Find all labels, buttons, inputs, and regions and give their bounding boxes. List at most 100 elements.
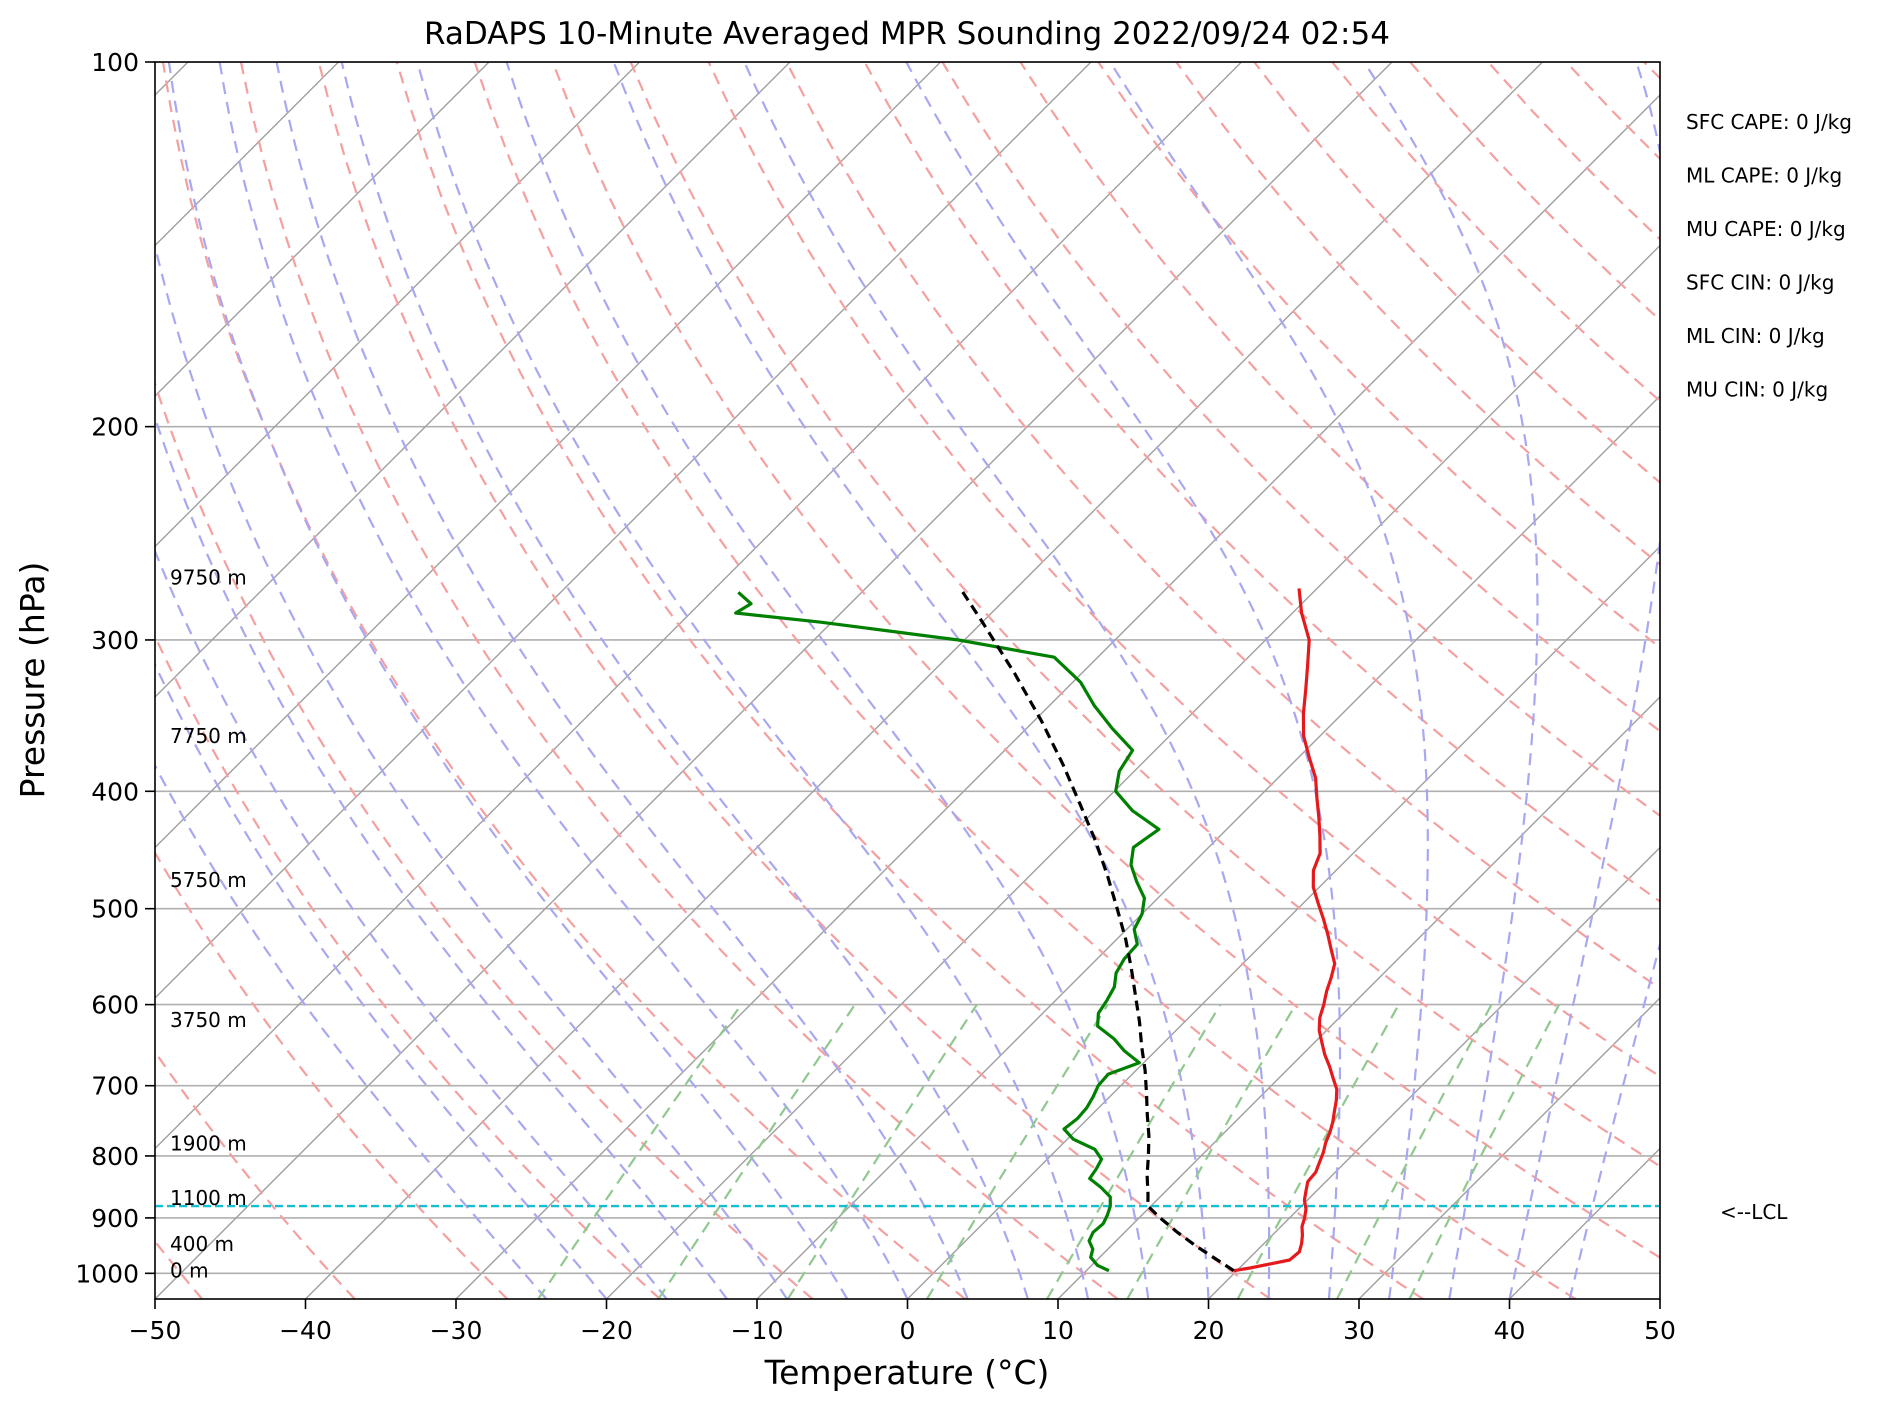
plot-background bbox=[155, 62, 1660, 1299]
isotherm-line bbox=[1208, 846, 1660, 1299]
mixing-ratio-line bbox=[786, 1003, 978, 1299]
isotherm-line bbox=[455, 94, 1660, 1299]
x-tick-label: −20 bbox=[580, 1316, 633, 1345]
height-label: 5750 m bbox=[170, 868, 247, 892]
x-tick-label: 0 bbox=[900, 1316, 916, 1345]
dry-adiabat-line bbox=[863, 62, 1660, 903]
dewpoint-profile-line bbox=[734, 591, 1161, 1273]
y-axis-label: Pressure (hPa) bbox=[13, 562, 52, 799]
moist-adiabat-line bbox=[155, 662, 608, 1299]
isotherm-line bbox=[155, 62, 1092, 999]
index-label: ML CIN: 0 J/kg bbox=[1686, 324, 1825, 348]
isotherm-line bbox=[155, 62, 490, 397]
x-tick-label: 20 bbox=[1193, 1316, 1225, 1345]
isotherm-line bbox=[155, 62, 1393, 1299]
x-tick-label: −10 bbox=[731, 1316, 784, 1345]
y-tick-label: 200 bbox=[91, 413, 139, 442]
dry-adiabat-line bbox=[551, 62, 1660, 1259]
moist-adiabat-line bbox=[167, 62, 849, 1299]
isotherm-line bbox=[606, 244, 1660, 1299]
y-tick-label: 500 bbox=[91, 895, 139, 924]
dry-adiabat-line bbox=[1643, 62, 1660, 80]
x-tick-label: −40 bbox=[279, 1316, 332, 1345]
index-label: ML CAPE: 0 J/kg bbox=[1686, 164, 1842, 188]
dry-adiabat-line bbox=[317, 62, 1272, 1299]
x-tick-label: −50 bbox=[129, 1316, 182, 1345]
height-label: 400 m bbox=[170, 1232, 234, 1256]
isotherm-line bbox=[1358, 997, 1660, 1299]
dry-adiabat-line bbox=[1097, 62, 1660, 649]
mixing-ratio-line bbox=[1236, 1004, 1400, 1299]
y-tick-label: 1000 bbox=[75, 1259, 139, 1288]
x-axis: −50 −40 −30 −20 −10 0 10 20 30 40 50 bbox=[129, 1299, 1676, 1345]
isotherm-line bbox=[1659, 1298, 1660, 1299]
isotherm-line bbox=[155, 62, 640, 548]
y-tick-label: 400 bbox=[91, 777, 139, 806]
dry-adiabat-line bbox=[1722, 62, 1882, 1299]
height-label: 1900 m bbox=[170, 1132, 247, 1156]
mixing-ratio-line bbox=[1126, 1004, 1297, 1299]
mixing-ratio-line bbox=[925, 1004, 1109, 1299]
dry-adiabat-line bbox=[473, 62, 1577, 1299]
moist-adiabat-line bbox=[1109, 62, 1429, 1299]
dry-adiabat-line bbox=[161, 62, 966, 1299]
moist-adiabat-line bbox=[1363, 62, 1539, 1299]
isotherm-line bbox=[155, 62, 791, 698]
height-label: 3750 m bbox=[170, 1008, 247, 1032]
height-label: 7750 m bbox=[170, 724, 247, 748]
indices-panel: SFC CAPE: 0 J/kg ML CAPE: 0 J/kg MU CAPE: … bbox=[1686, 110, 1852, 402]
mixing-ratio-line bbox=[1046, 1004, 1222, 1299]
moist-adiabat-line bbox=[1508, 62, 1660, 1299]
dry-adiabat-line bbox=[155, 633, 661, 1299]
moist-adiabat-line bbox=[416, 62, 1090, 1299]
moist-adiabat-line bbox=[905, 62, 1342, 1299]
y-tick-label: 700 bbox=[91, 1072, 139, 1101]
moist-adiabat-line bbox=[218, 62, 909, 1299]
dry-adiabat-line bbox=[1019, 62, 1660, 733]
height-labels: 9750 m 7750 m 5750 m 3750 m 1900 m 1100 m 400 … bbox=[170, 566, 247, 1283]
mixing-ratio-line bbox=[1336, 1004, 1493, 1299]
parcel-profile-line bbox=[959, 587, 1235, 1273]
series-group bbox=[734, 587, 1339, 1273]
index-label: MU CAPE: 0 J/kg bbox=[1686, 217, 1846, 241]
x-tick-label: 10 bbox=[1042, 1316, 1074, 1345]
lcl-label: <--LCL bbox=[1720, 1200, 1788, 1224]
moist-adiabat-line bbox=[155, 241, 789, 1299]
x-axis-label: Temperature (°C) bbox=[764, 1353, 1050, 1392]
moist-adiabat-line bbox=[340, 62, 1029, 1299]
x-tick-label: 30 bbox=[1343, 1316, 1375, 1345]
moist-adiabat-line bbox=[1568, 939, 1660, 1299]
x-tick-label: 40 bbox=[1494, 1316, 1526, 1345]
y-tick-label: 100 bbox=[91, 48, 139, 77]
moist-adiabat-line bbox=[743, 62, 1271, 1299]
dry-adiabat-line bbox=[239, 62, 1119, 1299]
moist-adiabat-line bbox=[155, 414, 728, 1299]
moist-adiabat-line bbox=[612, 62, 1210, 1299]
lcl-group: <--LCL bbox=[155, 1200, 1788, 1224]
index-label: SFC CAPE: 0 J/kg bbox=[1686, 110, 1852, 134]
height-label: 9750 m bbox=[170, 566, 247, 590]
chart-title: RaDAPS 10-Minute Averaged MPR Sounding 2… bbox=[424, 16, 1390, 52]
temperature-profile-line bbox=[1233, 588, 1339, 1273]
x-tick-label: −30 bbox=[430, 1316, 483, 1345]
y-tick-label: 600 bbox=[91, 991, 139, 1020]
isotherm-line bbox=[907, 545, 1660, 1299]
index-label: MU CIN: 0 J/kg bbox=[1686, 378, 1828, 402]
isotherm-line bbox=[305, 62, 1543, 1299]
height-label: 1100 m bbox=[170, 1186, 247, 1210]
moist-adiabat-line bbox=[155, 763, 548, 1299]
y-tick-label: 900 bbox=[91, 1204, 139, 1233]
height-label: 0 m bbox=[170, 1259, 209, 1283]
dry-adiabat-line bbox=[707, 62, 1660, 1078]
x-tick-label: 50 bbox=[1644, 1316, 1676, 1345]
index-label: SFC CIN: 0 J/kg bbox=[1686, 271, 1834, 295]
isotherm-line bbox=[1811, 62, 1882, 1299]
dry-adiabat-line bbox=[629, 62, 1660, 1168]
mixing-ratio-line bbox=[1408, 1004, 1561, 1299]
background-lines bbox=[155, 62, 1882, 1299]
isotherm-line bbox=[155, 62, 1242, 1150]
y-tick-label: 300 bbox=[91, 626, 139, 655]
moist-adiabat-line bbox=[505, 62, 1150, 1299]
dry-adiabat-line bbox=[941, 62, 1660, 818]
